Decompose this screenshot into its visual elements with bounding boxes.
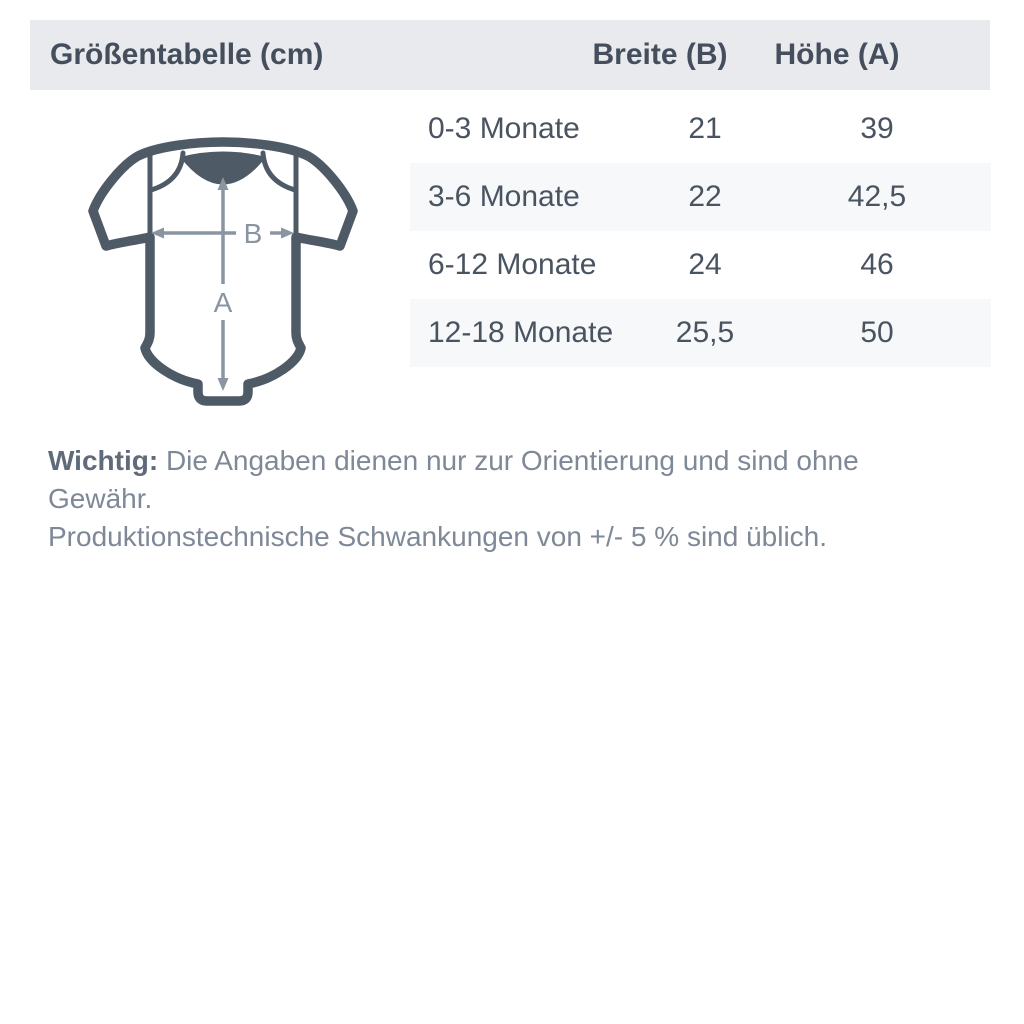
- hoehe-value: 50: [860, 316, 894, 349]
- disclaimer-bold-label: Wichtig:: [48, 445, 159, 476]
- baby-bodysuit-diagram: A B: [88, 136, 358, 411]
- size-table-title: Größentabelle (cm): [50, 38, 324, 71]
- size-label: 12-18 Monate: [428, 316, 614, 349]
- column-header-hoehe: Höhe (A): [774, 38, 900, 71]
- disclaimer-line1: Die Angaben dienen nur zur Orientierung …: [48, 445, 859, 514]
- breite-value: 21: [688, 112, 722, 145]
- table-row: 6-12 Monate 24 46: [410, 231, 991, 299]
- breite-value: 24: [688, 248, 722, 281]
- height-arrow: [217, 177, 229, 391]
- size-label: 6-12 Monate: [428, 248, 597, 281]
- size-label: 3-6 Monate: [428, 180, 580, 213]
- hoehe-value: 42,5: [847, 180, 907, 213]
- disclaimer-line2: Produktionstechnische Schwankungen von +…: [48, 521, 828, 552]
- table-row: 0-3 Monate 21 39: [410, 95, 991, 163]
- hoehe-value: 46: [860, 248, 894, 281]
- width-arrow-label: B: [244, 218, 263, 249]
- size-table-header: Größentabelle (cm) Breite (B) Höhe (A): [30, 20, 990, 90]
- column-header-breite: Breite (B): [592, 38, 728, 71]
- table-row: 3-6 Monate 22 42,5: [410, 163, 991, 231]
- size-label: 0-3 Monate: [428, 112, 580, 145]
- neckband-crescent: [180, 151, 266, 185]
- table-row: 12-18 Monate 25,5 50: [410, 299, 991, 367]
- baby-bodysuit-icon: A B: [88, 137, 358, 406]
- breite-value: 22: [688, 180, 722, 213]
- hoehe-value: 39: [860, 112, 894, 145]
- disclaimer-note: Wichtig: Die Angaben dienen nur zur Orie…: [48, 442, 968, 556]
- height-arrow-label: A: [214, 287, 233, 318]
- breite-value: 25,5: [675, 316, 735, 349]
- width-arrow: [151, 227, 294, 239]
- size-table: 0-3 Monate 21 39 3-6 Monate 22 42,5 6-12…: [410, 95, 991, 367]
